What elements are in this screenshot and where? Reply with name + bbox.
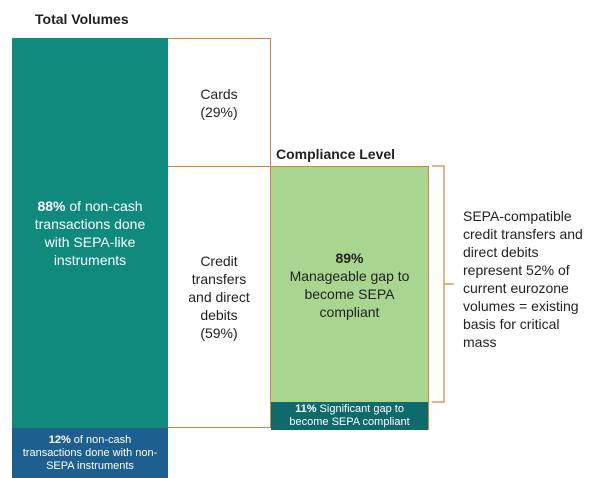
significant-block: 11% Significant gap to become SEPA compl… <box>271 402 428 430</box>
label: Credit transfers and direct debits <box>188 252 250 323</box>
pct: 12% <box>48 433 71 446</box>
border <box>428 166 429 430</box>
pct: 89% <box>335 249 364 266</box>
credit-box: Credit transfers and direct debits (59%) <box>168 166 271 428</box>
pct: (59%) <box>200 324 238 341</box>
sepa-like-block: 88% of non-cash transactions done with S… <box>12 38 168 428</box>
pct: 88% <box>37 198 66 214</box>
bracket <box>432 165 454 403</box>
pct: (29%) <box>200 103 238 120</box>
manageable-block: 89% Manageable gap to become SEPA compli… <box>271 166 428 402</box>
text: of non-cash transactions done with non- … <box>22 433 158 472</box>
pct: 11% <box>295 403 317 415</box>
cards-box: Cards (29%) <box>168 38 271 167</box>
text: Manageable gap to become SEPA compliant <box>289 267 410 320</box>
label: Cards <box>200 85 238 102</box>
text: of non-cash transactions done with SEPA-… <box>34 198 146 268</box>
note: SEPA-compatible credit transfers and dir… <box>463 208 583 350</box>
non-sepa-block: 12% of non-cash transactions done with n… <box>12 428 168 478</box>
text: Significant gap to become SEPA compliant <box>289 403 410 428</box>
compliance-title: Compliance Level <box>276 146 396 162</box>
total-title: Total Volumes <box>35 11 129 27</box>
